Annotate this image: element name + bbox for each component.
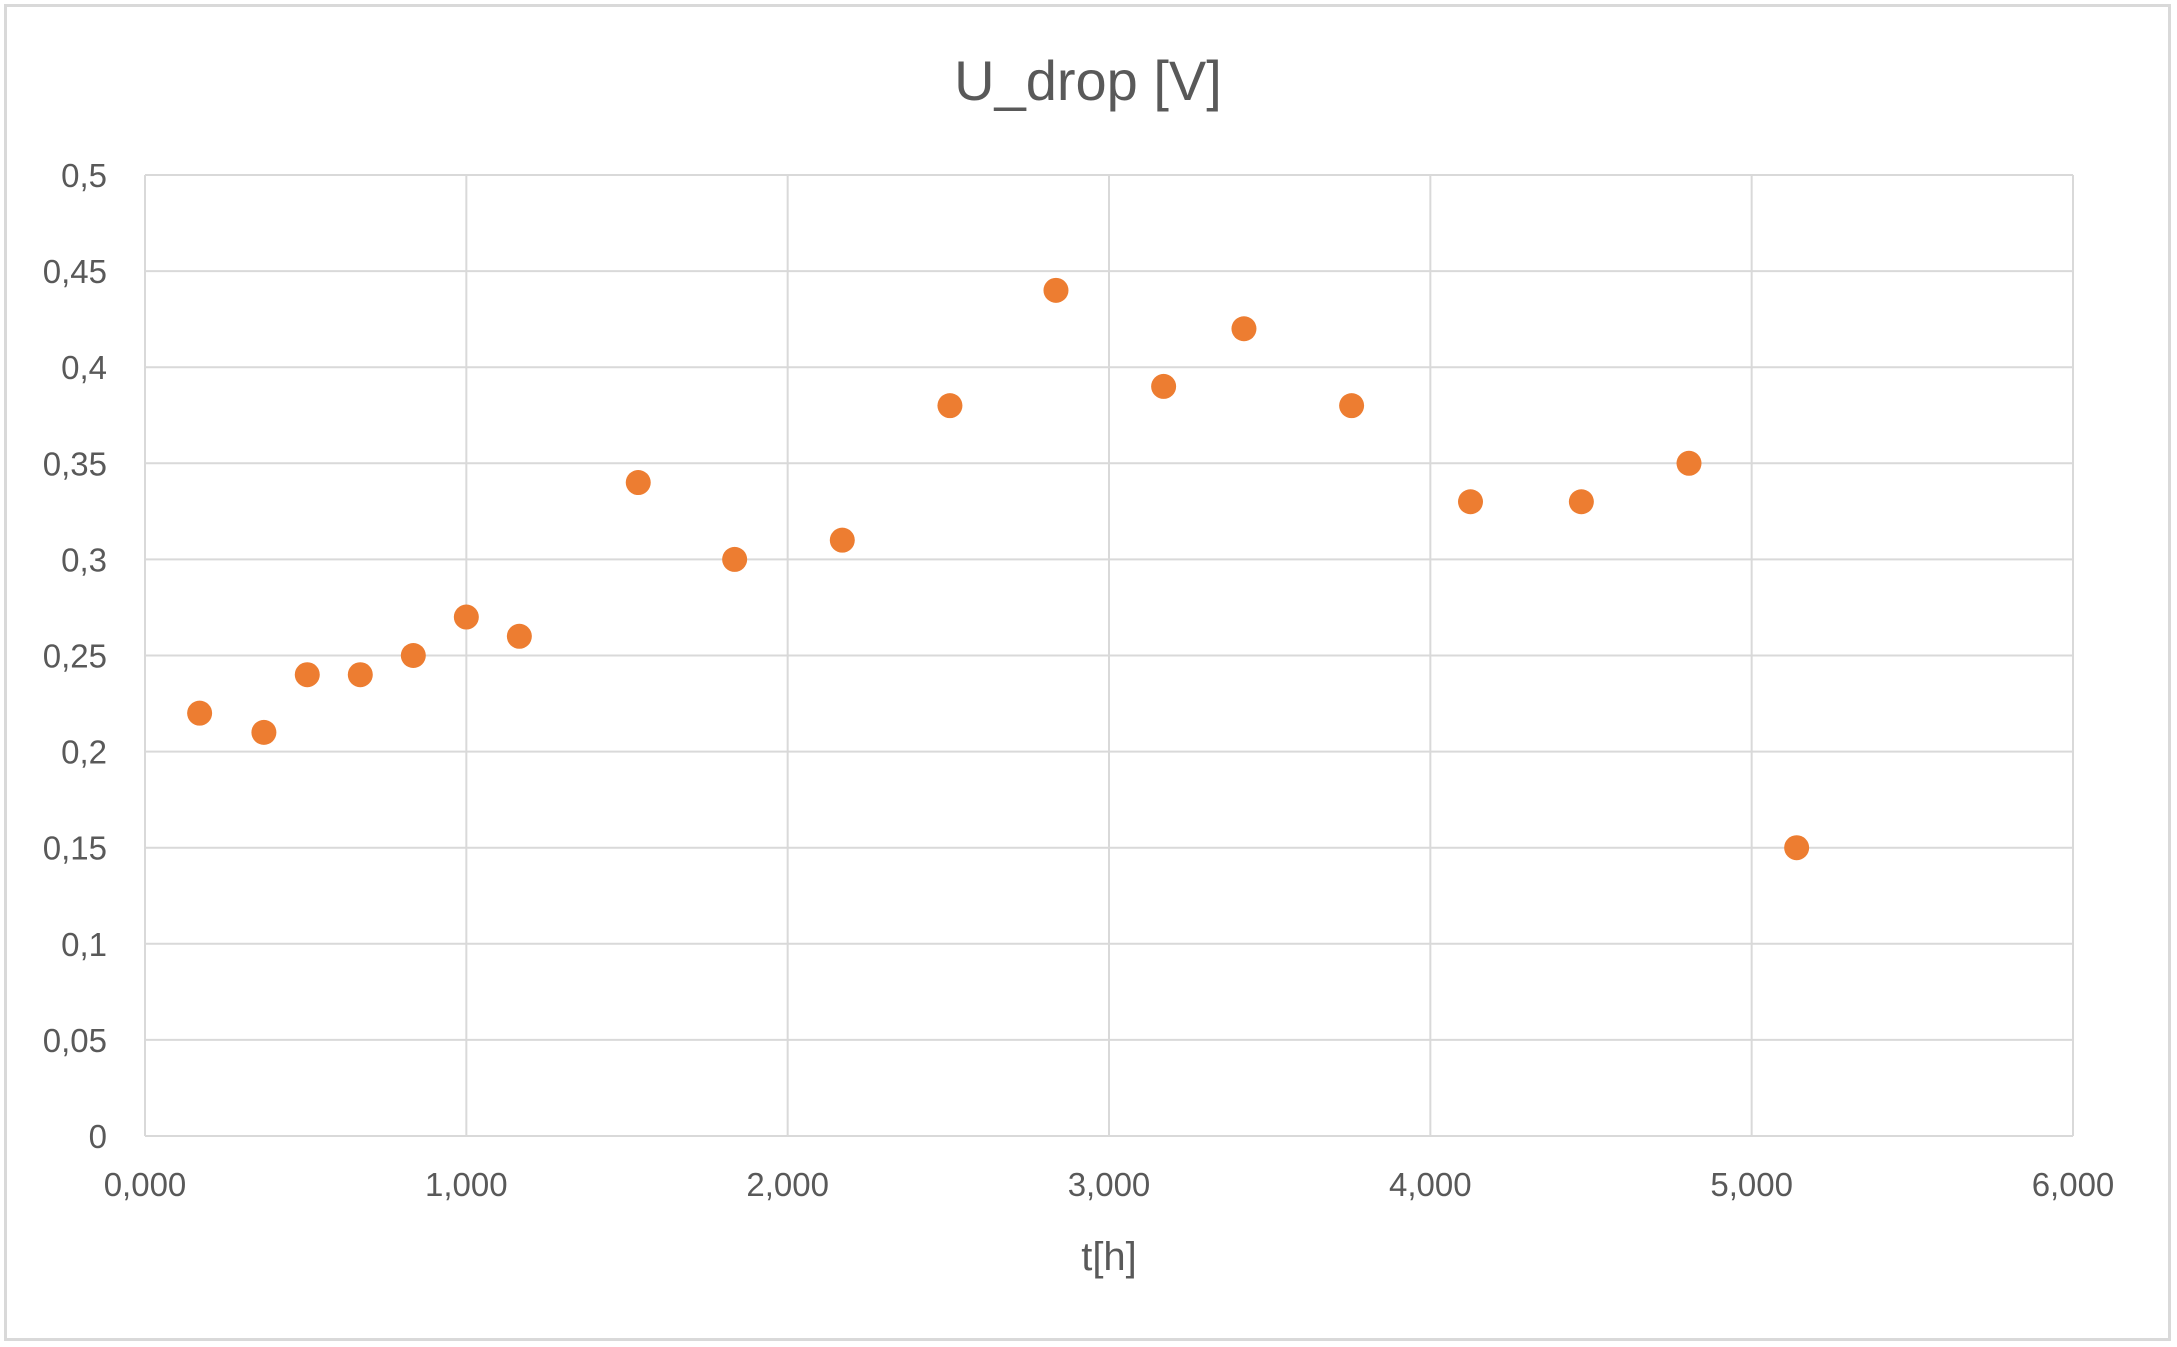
x-axis-title: t[h] <box>1081 1235 1137 1279</box>
x-tick-label: 2,000 <box>746 1166 829 1203</box>
data-point <box>1339 393 1365 419</box>
gridlines <box>144 174 2074 1137</box>
data-point <box>294 662 320 688</box>
data-point <box>400 643 426 668</box>
y-tick-label: 0,35 <box>43 445 107 482</box>
data-point <box>347 662 373 688</box>
data-points <box>187 277 1810 861</box>
data-point <box>625 470 651 496</box>
data-point <box>1784 835 1810 861</box>
y-tick-label: 0,15 <box>43 830 107 867</box>
data-point <box>1676 450 1702 476</box>
data-point <box>1458 489 1483 515</box>
x-tick-label: 1,000 <box>425 1166 508 1203</box>
data-point <box>251 719 277 745</box>
data-point <box>187 700 213 726</box>
y-tick-label: 0,1 <box>61 926 107 963</box>
x-axis-tick-labels: 0,000 1,000 2,000 3,000 4,000 5,000 6,000 <box>104 1166 2115 1203</box>
x-tick-label: 4,000 <box>1389 1166 1472 1203</box>
data-point <box>937 393 963 419</box>
y-tick-label: 0 <box>89 1118 107 1155</box>
data-point <box>453 604 479 630</box>
y-tick-label: 0,3 <box>61 541 107 578</box>
y-tick-label: 0,4 <box>61 349 107 386</box>
y-tick-label: 0,05 <box>43 1022 107 1059</box>
y-tick-label: 0,5 <box>61 157 107 194</box>
y-tick-label: 0,25 <box>43 638 107 675</box>
data-point <box>1231 316 1257 342</box>
data-point <box>1568 489 1594 515</box>
y-tick-label: 0,45 <box>43 253 107 290</box>
x-tick-label: 3,000 <box>1068 1166 1151 1203</box>
y-tick-label: 0,2 <box>61 734 107 771</box>
data-point <box>722 546 748 572</box>
chart-title: U_drop [V] <box>954 49 1222 112</box>
data-point <box>506 623 532 649</box>
data-point <box>1043 277 1069 303</box>
data-point <box>1151 373 1177 399</box>
data-point <box>829 527 855 553</box>
x-tick-label: 0,000 <box>104 1166 187 1203</box>
y-axis-tick-labels: 0 0,05 0,1 0,15 0,2 0,25 0,3 0,35 0,4 0,45 0,5 <box>43 157 107 1155</box>
x-tick-label: 5,000 <box>1710 1166 1793 1203</box>
x-tick-label: 6,000 <box>2032 1166 2115 1203</box>
